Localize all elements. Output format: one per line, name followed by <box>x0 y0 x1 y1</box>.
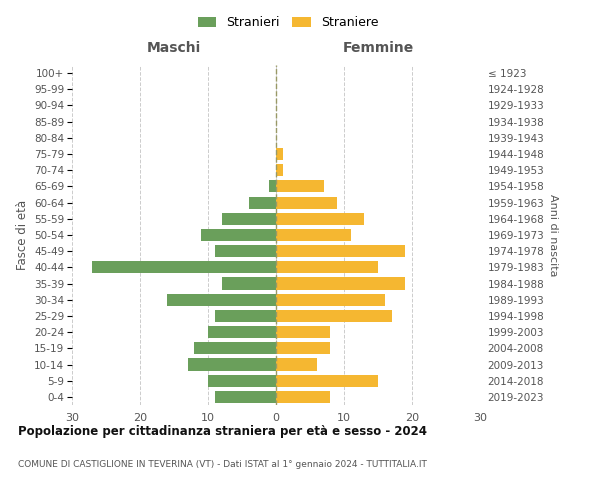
Bar <box>269 180 276 192</box>
Bar <box>276 294 385 306</box>
Bar <box>276 374 378 387</box>
Bar <box>276 262 378 274</box>
Bar <box>276 212 364 225</box>
Bar <box>276 229 351 241</box>
Bar <box>276 148 283 160</box>
Bar <box>276 342 331 354</box>
Bar <box>276 245 405 258</box>
Bar <box>276 196 337 208</box>
Bar <box>276 391 331 403</box>
Text: Maschi: Maschi <box>147 41 201 55</box>
Bar <box>276 310 392 322</box>
Bar <box>221 278 276 289</box>
Bar <box>194 342 276 354</box>
Legend: Stranieri, Straniere: Stranieri, Straniere <box>193 11 383 34</box>
Text: COMUNE DI CASTIGLIONE IN TEVERINA (VT) - Dati ISTAT al 1° gennaio 2024 - TUTTITA: COMUNE DI CASTIGLIONE IN TEVERINA (VT) -… <box>18 460 427 469</box>
Text: Femmine: Femmine <box>343 41 413 55</box>
Bar <box>92 262 276 274</box>
Bar <box>188 358 276 370</box>
Bar <box>276 358 317 370</box>
Y-axis label: Fasce di età: Fasce di età <box>16 200 29 270</box>
Y-axis label: Anni di nascita: Anni di nascita <box>548 194 558 276</box>
Bar <box>201 229 276 241</box>
Bar <box>215 310 276 322</box>
Bar <box>167 294 276 306</box>
Bar <box>221 212 276 225</box>
Bar <box>215 245 276 258</box>
Bar <box>276 164 283 176</box>
Bar <box>276 180 323 192</box>
Text: Popolazione per cittadinanza straniera per età e sesso - 2024: Popolazione per cittadinanza straniera p… <box>18 425 427 438</box>
Bar <box>215 391 276 403</box>
Bar <box>208 326 276 338</box>
Bar <box>249 196 276 208</box>
Bar <box>208 374 276 387</box>
Bar <box>276 278 405 289</box>
Bar <box>276 326 331 338</box>
